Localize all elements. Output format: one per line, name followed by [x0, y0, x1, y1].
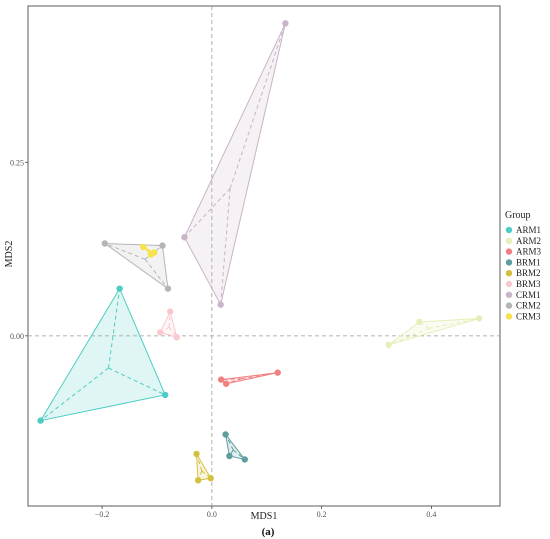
point-arm2 [416, 318, 423, 326]
point-brm1 [226, 452, 233, 460]
legend-key-crm1 [505, 291, 513, 298]
point-brm2 [193, 450, 200, 458]
point-crm1 [181, 234, 188, 241]
spider-arm2 [388, 327, 430, 346]
spider-crm2 [144, 258, 169, 289]
axis-ticks: −0.2 0.0 0.2 0.4 0.00 0.25 [10, 158, 436, 519]
spider-crm1 [220, 188, 231, 305]
legend-key-crm3 [505, 313, 513, 320]
point-arm1 [116, 285, 123, 292]
x-axis-title: MDS1 [251, 511, 278, 522]
spider-crm1 [229, 23, 286, 189]
hull-arm2 [388, 318, 480, 346]
legend-label-crm3: CRM3 [516, 311, 541, 321]
legend-label-brm1: BRM1 [516, 257, 541, 267]
point-crm2 [164, 285, 172, 292]
point-brm3 [173, 334, 180, 341]
point-crm2 [159, 242, 166, 249]
point-arm2 [475, 315, 483, 322]
point-brm3 [157, 329, 164, 336]
data-points [37, 20, 483, 484]
point-brm1 [222, 431, 229, 438]
legend-key-brm1 [505, 259, 513, 266]
spider-arm1 [40, 367, 109, 421]
legend-label-crm2: CRM2 [516, 301, 541, 311]
legend-label-arm2: ARM2 [516, 236, 541, 246]
y-tick-label: 0.25 [10, 158, 24, 167]
point-arm3 [222, 380, 230, 387]
point-brm3 [166, 308, 174, 315]
spider-arm3 [221, 378, 242, 381]
legend-key-arm2 [505, 237, 513, 244]
point-brm2 [207, 475, 214, 482]
legend-key-arm3 [505, 248, 513, 255]
x-tick-label: 0.2 [317, 510, 327, 519]
spider-brm1 [229, 449, 234, 457]
legend-key-crm2 [505, 302, 513, 309]
hull-arm1 [39, 287, 166, 422]
legend-key-brm2 [505, 270, 513, 277]
legend-key-brm3 [505, 280, 513, 288]
spider-arm3 [225, 378, 242, 385]
figure-caption: (a) [262, 526, 275, 538]
point-crm1 [282, 20, 289, 27]
hull-brm3 [159, 310, 178, 338]
legend-label-arm1: ARM1 [516, 225, 541, 235]
point-arm3 [274, 369, 281, 376]
group-hulls [39, 23, 480, 481]
point-brm2 [194, 477, 202, 484]
legend-label-crm1: CRM1 [516, 290, 541, 300]
legend-label-brm2: BRM2 [516, 268, 541, 278]
legend-label-arm3: ARM3 [516, 247, 542, 257]
x-tick-label: 0.4 [426, 510, 436, 519]
point-arm2 [385, 341, 392, 349]
y-tick-label: 0.00 [10, 332, 24, 341]
legend-label-brm3: BRM3 [516, 279, 541, 289]
point-brm1 [241, 456, 248, 463]
spider-crm2 [104, 243, 146, 260]
spider-crm3 [142, 246, 150, 252]
point-crm1 [217, 301, 224, 308]
x-tick-label: 0.0 [207, 510, 217, 519]
hull-brm2 [195, 453, 212, 481]
point-crm3 [140, 243, 147, 251]
spider-arm1 [108, 367, 166, 396]
hull-crm1 [183, 23, 286, 307]
spider-crm2 [144, 245, 163, 260]
point-arm3 [217, 376, 225, 383]
point-crm3 [151, 249, 158, 256]
spider-arm3 [241, 372, 278, 380]
y-axis-title: MDS2 [4, 241, 15, 268]
spider-brm1 [232, 449, 246, 460]
legend: Group ARM1ARM2ARM3BRM1BRM2BRM3CRM1CRM2CR… [505, 210, 542, 321]
legend-title: Group [505, 210, 531, 221]
point-crm2 [101, 240, 109, 247]
panel-border [27, 5, 501, 507]
legend-key-arm1 [505, 226, 513, 234]
point-arm1 [162, 391, 169, 399]
spider-arm2 [428, 318, 480, 329]
x-tick-label: −0.2 [95, 510, 110, 519]
point-arm1 [37, 417, 44, 424]
spider-arm1 [108, 288, 121, 369]
spider-brm3 [168, 311, 171, 328]
centroid-spiders [40, 23, 480, 481]
